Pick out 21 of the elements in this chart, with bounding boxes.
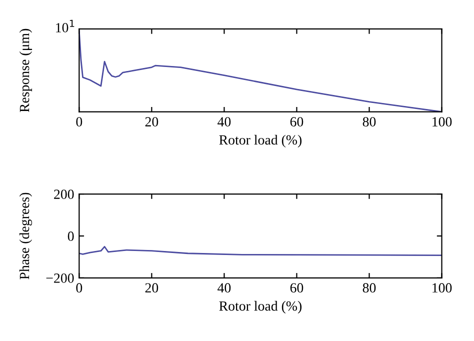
line-series xyxy=(79,246,442,256)
x-tick-label: 60 xyxy=(290,283,304,293)
x-axis-title: Rotor load (%) xyxy=(219,300,302,314)
x-tick-label: 40 xyxy=(218,283,231,293)
y-axis-title: Response (μm) xyxy=(19,28,32,112)
y-axis-title: Phase (degrees) xyxy=(19,192,32,280)
x-tick-label: 80 xyxy=(362,117,376,126)
x-tick-label: 100 xyxy=(432,283,452,293)
x-tick-label: 0 xyxy=(76,283,82,293)
x-tick-label: 80 xyxy=(362,283,376,293)
x-tick-label: 40 xyxy=(218,117,231,126)
x-tick-label: 100 xyxy=(432,117,452,126)
x-tick-label: 20 xyxy=(145,117,158,126)
y-tick-label: 200 xyxy=(54,190,74,199)
text: 10$^{1}$ xyxy=(56,20,74,32)
x-tick-label: 0 xyxy=(76,117,82,126)
x-axis-title: Rotor load (%) xyxy=(219,134,302,148)
y-tick-label: 0 xyxy=(68,232,74,241)
x-tick-label: 60 xyxy=(290,117,304,126)
x-tick-label: 20 xyxy=(145,283,158,293)
y-tick-label: −200 xyxy=(46,274,74,283)
